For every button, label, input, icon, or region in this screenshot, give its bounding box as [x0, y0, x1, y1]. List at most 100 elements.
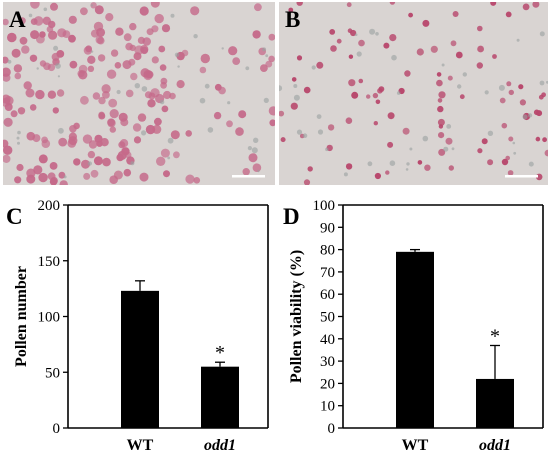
pollen-grain: [375, 99, 381, 105]
debris-particle: [443, 146, 449, 152]
pollen-grain: [160, 148, 170, 158]
pollen-grain: [501, 122, 508, 129]
pollen-grain: [3, 73, 11, 82]
pollen-grain: [345, 117, 353, 124]
pollen-grain: [109, 109, 119, 119]
debris-particle: [159, 99, 165, 105]
pollen-grain: [38, 154, 48, 164]
pollen-grain: [118, 112, 128, 122]
micrograph-a-canvas: [3, 2, 275, 185]
pollen-grain: [140, 68, 150, 78]
pollen-grain: [56, 50, 65, 58]
pollen-grain: [303, 86, 311, 94]
pollen-grain: [121, 147, 130, 156]
pollen-grain: [81, 159, 90, 169]
pollen-grain: [158, 45, 166, 53]
y-tick-label: 60: [320, 287, 335, 303]
debris-particle: [257, 169, 260, 173]
pollen-grain: [132, 123, 142, 132]
pollen-grain: [48, 30, 58, 40]
debris-particle: [446, 124, 452, 129]
pollen-grain: [33, 165, 43, 175]
debris-particle: [167, 137, 174, 144]
pollen-grain: [133, 136, 142, 144]
pollen-grain: [123, 168, 132, 177]
pollen-grain: [41, 139, 51, 148]
panel-letter-a: A: [9, 7, 26, 32]
pollen-grain: [348, 54, 354, 59]
pollen-grain: [59, 180, 68, 185]
pollen-grain: [17, 107, 26, 115]
pollen-grain: [242, 168, 250, 176]
pollen-grain: [532, 2, 540, 8]
pollen-grain: [288, 7, 294, 13]
debris-particle: [311, 65, 316, 70]
pollen-grain: [372, 92, 379, 99]
pollen-grain: [438, 132, 445, 139]
pollen-grain: [213, 111, 222, 120]
pollen-grain: [47, 90, 57, 99]
x-tick-label: odd1: [204, 437, 236, 454]
pollen-grain: [93, 21, 104, 32]
pollen-grain: [430, 45, 438, 53]
pollen-grain: [154, 117, 162, 126]
pollen-grain: [50, 2, 58, 11]
debris-particle: [17, 141, 20, 145]
debris-particle: [204, 83, 210, 89]
bar-chart-c: 0 50 100 150 200 Pollen number WT * odd1: [13, 198, 269, 454]
micrograph-b: B: [279, 2, 548, 185]
y-tick-label: 50: [45, 365, 60, 381]
pollen-grain: [477, 148, 483, 154]
pollen-grain: [268, 55, 275, 63]
pollen-grain: [374, 172, 381, 180]
pollen-grain: [438, 148, 446, 156]
pollen-grain: [452, 11, 459, 17]
pollen-grain: [447, 75, 453, 81]
pollen-grain: [336, 38, 342, 44]
pollen-grain: [125, 89, 134, 98]
debris-particle: [193, 34, 198, 39]
pollen-grain: [38, 172, 48, 183]
pollen-grain: [437, 105, 444, 113]
y-tick-label: 40: [320, 332, 335, 348]
debris-particle: [130, 161, 135, 166]
debris-particle: [53, 45, 59, 51]
pollen-grain: [296, 2, 303, 6]
debris-particle: [405, 168, 409, 171]
pollen-grain: [346, 2, 352, 8]
pollen-grain: [254, 3, 262, 12]
pollen-grain: [226, 120, 233, 128]
debris-particle: [546, 80, 548, 84]
debris-particle: [293, 84, 298, 88]
debris-particle: [293, 94, 300, 101]
scale-bar: [505, 175, 538, 178]
debris-particle: [441, 63, 445, 67]
pollen-grain: [291, 77, 297, 82]
pollen-grain: [476, 62, 483, 69]
debris-particle: [354, 33, 358, 36]
debris-particle: [167, 156, 171, 160]
debris-particle: [174, 52, 180, 57]
pollen-grain: [505, 11, 512, 18]
pollen-grain: [417, 160, 423, 165]
pollen-grain: [130, 72, 138, 81]
pollen-grain: [389, 34, 397, 42]
pollen-grain: [303, 179, 311, 185]
debris-particle: [253, 137, 259, 143]
debris-particle: [91, 50, 94, 53]
pollen-grain: [21, 45, 30, 54]
debris-particle: [512, 141, 516, 145]
pollen-grain: [92, 92, 101, 100]
pollen-grain: [408, 12, 413, 18]
pollen-grain: [85, 45, 92, 53]
debris-particle: [316, 114, 322, 119]
pollen-grain: [146, 28, 154, 36]
pollen-grain: [139, 172, 149, 182]
pollen-grain: [345, 163, 353, 170]
debris-particle: [513, 151, 517, 155]
debris-particle: [539, 31, 545, 37]
debris-particle: [451, 147, 455, 151]
pollen-grain: [134, 45, 144, 55]
pollen-grain: [383, 42, 390, 49]
bar: [396, 251, 434, 428]
